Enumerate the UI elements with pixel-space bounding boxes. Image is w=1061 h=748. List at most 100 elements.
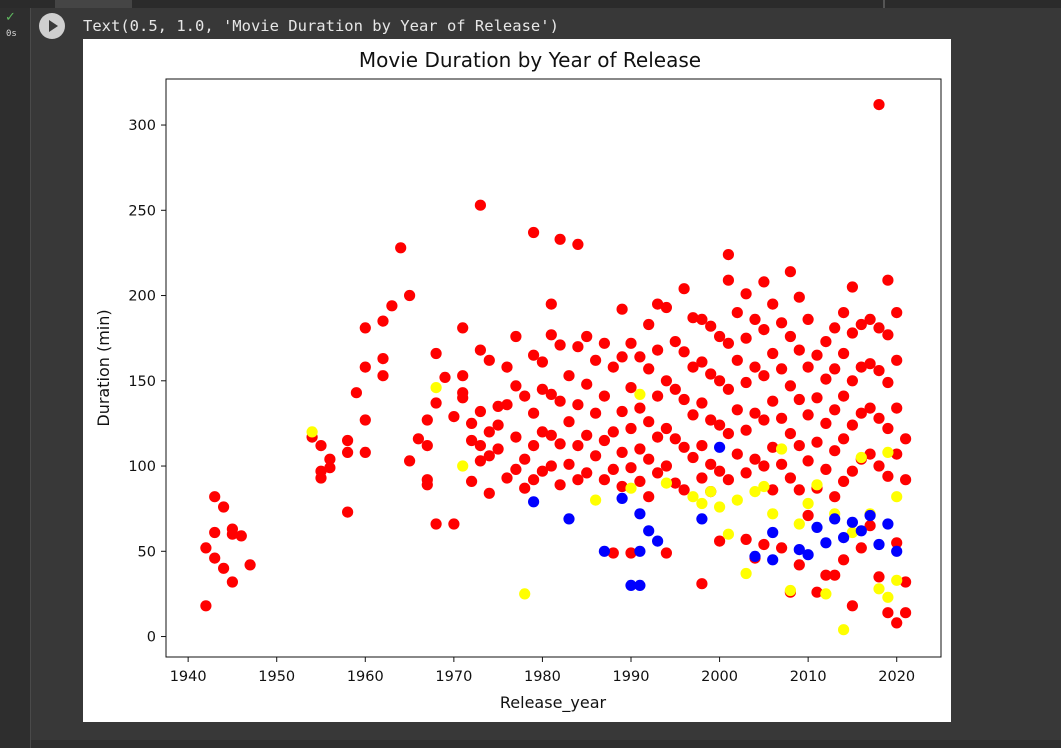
data-point-yellow <box>873 583 885 595</box>
y-tick-label: 50 <box>138 544 156 560</box>
data-point-red <box>652 467 664 479</box>
run-cell-button[interactable] <box>39 13 65 39</box>
data-point-red <box>342 506 354 518</box>
data-point-red <box>430 518 442 530</box>
data-point-yellow <box>776 443 788 455</box>
data-point-red <box>474 405 486 418</box>
data-point-red <box>891 354 903 366</box>
data-point-red <box>554 438 566 450</box>
data-point-red <box>377 370 389 382</box>
y-tick-label: 150 <box>128 374 156 390</box>
data-point-red <box>714 375 726 387</box>
data-point-red <box>891 617 903 629</box>
data-point-red <box>722 249 735 261</box>
data-point-red <box>731 448 743 460</box>
data-point-red <box>846 419 859 431</box>
data-point-red <box>200 600 212 612</box>
data-point-blue <box>625 579 637 592</box>
data-point-red <box>563 370 575 382</box>
cell-gutter <box>0 8 30 748</box>
data-point-red <box>607 361 619 373</box>
data-point-red <box>235 530 247 542</box>
data-point-red <box>572 238 584 250</box>
data-point-red <box>342 446 354 458</box>
data-point-red <box>731 354 743 366</box>
data-point-red <box>829 569 841 581</box>
data-point-red <box>625 422 637 435</box>
data-point-red <box>705 458 717 470</box>
data-point-yellow <box>758 480 770 493</box>
data-point-red <box>209 552 221 564</box>
data-point-red <box>386 300 398 312</box>
data-point-red <box>900 433 912 445</box>
data-point-blue <box>749 550 761 562</box>
data-point-yellow <box>722 528 735 540</box>
data-point-red <box>572 474 584 486</box>
data-point-blue <box>652 535 664 547</box>
data-point-red <box>767 484 779 496</box>
data-point-yellow <box>820 588 832 600</box>
data-point-red <box>598 337 611 349</box>
data-point-red <box>625 337 637 349</box>
x-tick-label: 1970 <box>435 669 472 685</box>
data-point-red <box>838 347 850 360</box>
data-point-blue <box>643 525 655 537</box>
data-point-red <box>634 351 646 363</box>
data-point-red <box>864 520 876 532</box>
data-point-red <box>483 354 495 366</box>
data-point-red <box>590 354 602 366</box>
data-point-red <box>758 324 770 336</box>
data-point-red <box>838 475 850 487</box>
data-point-yellow <box>793 518 805 530</box>
data-point-red <box>846 600 859 612</box>
data-point-red <box>510 330 522 343</box>
data-point-red <box>696 578 708 590</box>
data-point-red <box>802 313 814 325</box>
data-point-red <box>643 363 655 375</box>
data-point-red <box>421 414 433 426</box>
data-point-red <box>687 312 699 324</box>
data-point-red <box>731 307 743 319</box>
data-point-blue <box>767 554 779 566</box>
y-tick-label: 0 <box>147 630 156 646</box>
data-point-red <box>607 463 619 475</box>
data-point-blue <box>829 513 841 525</box>
data-point-red <box>528 407 540 419</box>
data-point-red <box>846 375 859 387</box>
data-point-red <box>900 576 912 588</box>
data-point-red <box>776 363 788 375</box>
data-point-red <box>448 411 460 423</box>
data-point-red <box>483 487 495 499</box>
data-point-yellow <box>846 526 859 539</box>
data-point-yellow <box>731 494 743 506</box>
data-point-red <box>696 440 708 452</box>
y-ticks: 0 50 100 150 200 250 300 <box>128 118 166 646</box>
data-point-red <box>767 395 779 407</box>
data-point-yellow <box>838 624 850 636</box>
data-point-red <box>466 475 478 487</box>
data-point-red <box>457 370 469 382</box>
y-tick-label: 250 <box>128 203 156 219</box>
data-point-red <box>643 491 655 503</box>
x-tick-label: 2020 <box>878 669 915 685</box>
data-point-red <box>519 453 531 465</box>
data-point-red <box>545 429 557 441</box>
data-point-red <box>793 559 805 571</box>
data-point-yellow <box>430 382 442 394</box>
data-point-blue <box>820 537 832 549</box>
data-point-red <box>474 455 486 467</box>
y-tick-label: 200 <box>128 289 156 305</box>
x-tick-label: 1950 <box>258 669 295 685</box>
data-point-red <box>421 479 433 491</box>
data-point-red <box>705 320 717 332</box>
data-point-yellow <box>306 426 318 438</box>
data-point-red <box>652 344 664 356</box>
data-point-red <box>457 392 469 404</box>
data-point-red <box>731 404 743 416</box>
data-point-red <box>226 528 238 540</box>
data-point-red <box>315 440 327 452</box>
data-point-red <box>652 298 664 310</box>
data-point-yellow <box>714 501 726 513</box>
data-point-red <box>793 344 805 356</box>
execution-time: 0s <box>6 29 17 39</box>
